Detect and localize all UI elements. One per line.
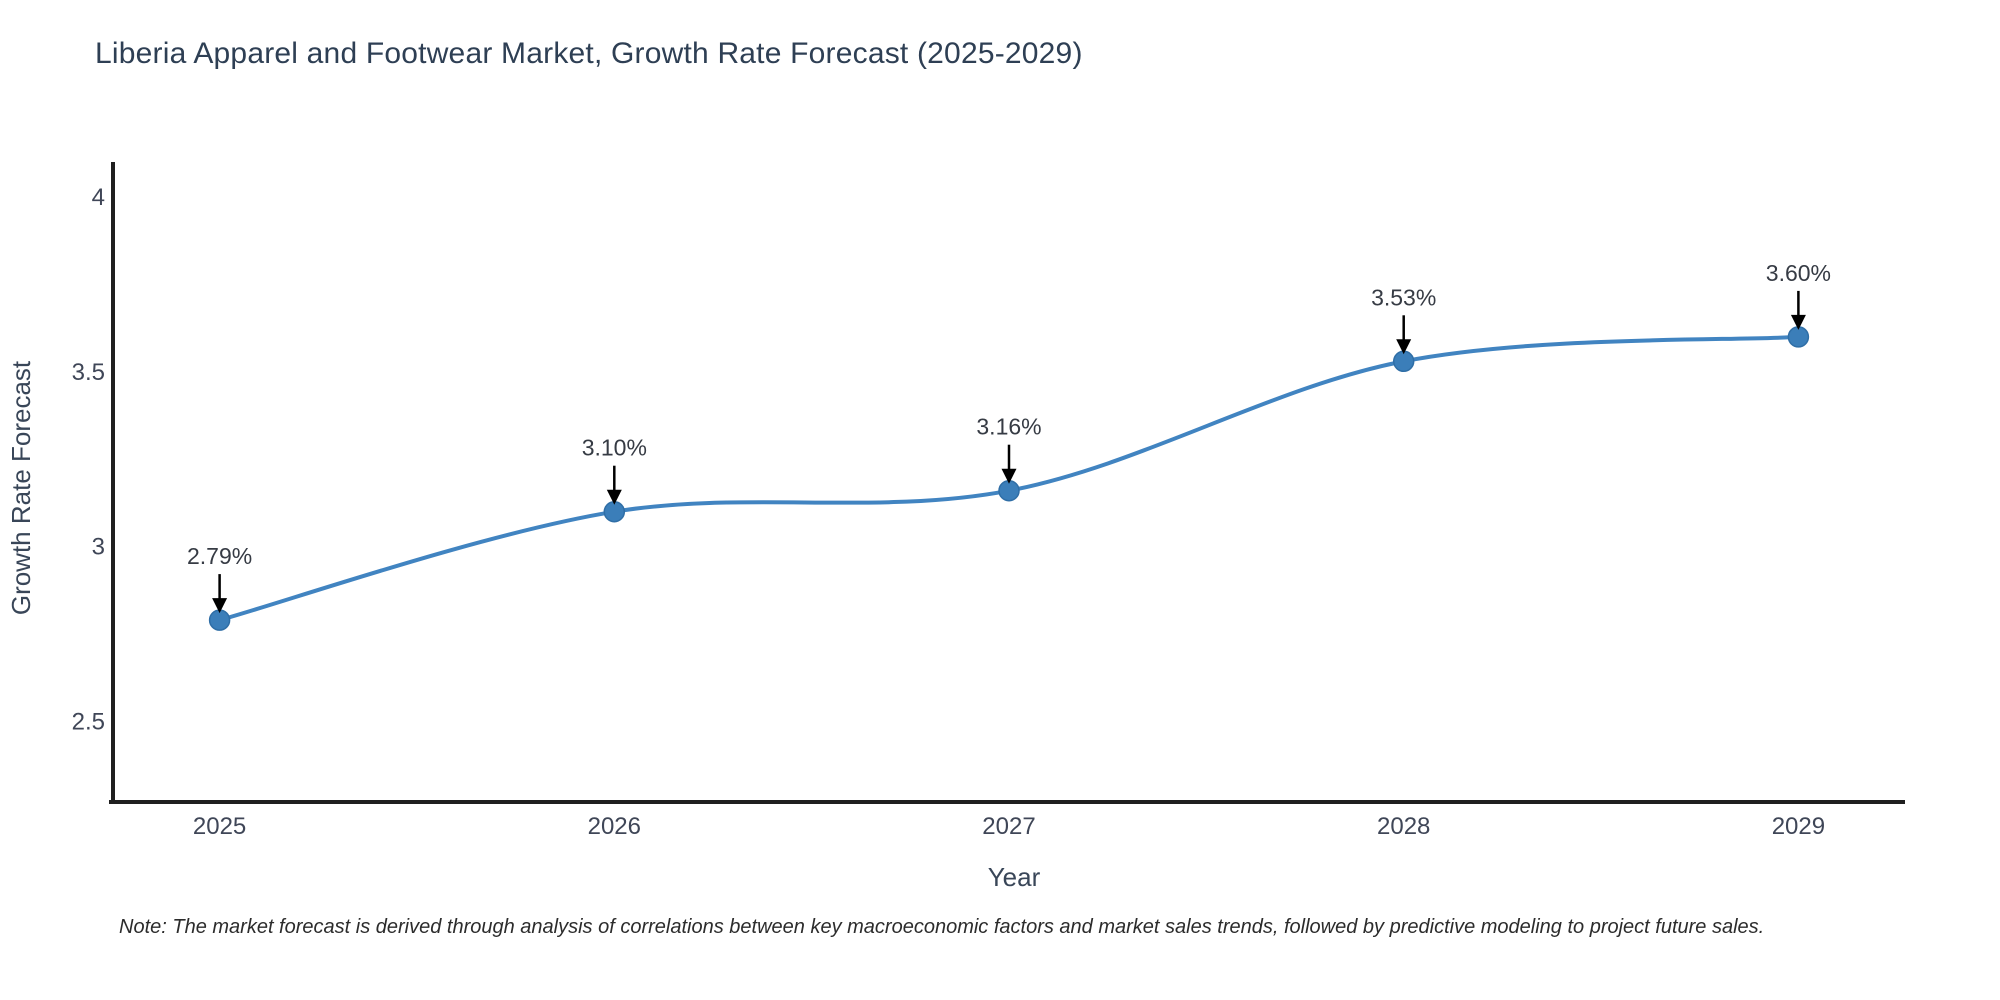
x-axis-title: Year [988,862,1041,892]
point-value-label: 3.16% [976,414,1041,440]
y-tick-label: 4 [92,184,105,211]
point-value-label: 3.60% [1766,260,1831,286]
annotation-arrowhead-icon [1790,314,1806,330]
x-tick-label: 2028 [1377,813,1430,840]
point-value-label: 2.79% [187,543,252,569]
x-tick-label: 2025 [193,813,246,840]
y-axis-title: Growth Rate Forecast [6,360,36,615]
annotation-arrowhead-icon [212,598,228,614]
annotation-arrowhead-icon [1396,339,1412,355]
y-tick-label: 3 [92,534,105,561]
point-value-label: 3.53% [1371,284,1436,310]
y-tick-label: 2.5 [72,709,105,736]
x-tick-label: 2027 [982,813,1035,840]
y-tick-label: 3.5 [72,359,105,386]
x-tick-label: 2026 [588,813,641,840]
annotation-arrowhead-icon [1001,468,1017,484]
chart-title: Liberia Apparel and Footwear Market, Gro… [95,37,1083,70]
chart-note: Note: The market forecast is derived thr… [119,916,1765,938]
point-value-label: 3.10% [582,435,647,461]
x-tick-label: 2029 [1772,813,1825,840]
annotation-arrowhead-icon [606,489,622,505]
